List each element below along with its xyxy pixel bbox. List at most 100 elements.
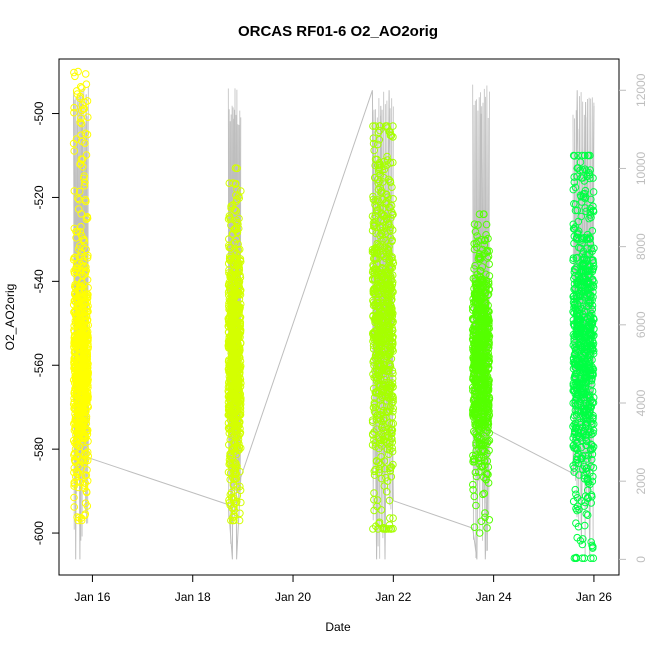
data-point [383, 156, 392, 164]
data-point [378, 393, 387, 402]
data-point [584, 267, 593, 275]
data-point [484, 405, 492, 414]
data-point [72, 453, 81, 461]
data-point [484, 363, 493, 372]
data-point [235, 194, 243, 202]
data-point [471, 228, 480, 236]
data-point [470, 298, 478, 307]
data-point [386, 380, 394, 388]
data-point [585, 400, 594, 409]
data-point [578, 272, 587, 281]
data-point [370, 373, 379, 382]
data-point [71, 445, 80, 453]
data-point [82, 263, 90, 271]
data-point [387, 201, 396, 210]
data-point [574, 271, 583, 280]
data-point [577, 212, 586, 221]
data-point [233, 373, 241, 382]
data-point [578, 540, 587, 549]
data-point [471, 261, 479, 270]
data-point [575, 290, 584, 298]
data-point [469, 486, 477, 494]
data-point [479, 445, 488, 454]
data-point [381, 289, 389, 298]
data-point [379, 282, 388, 291]
data-point [376, 323, 385, 331]
data-point [587, 195, 595, 204]
data-point [479, 210, 488, 218]
data-point [572, 455, 581, 464]
data-point [470, 360, 479, 369]
data-point [585, 360, 594, 368]
data-point [227, 279, 236, 287]
chart-title: ORCAS RF01-6 O2_AO2orig [238, 23, 438, 40]
y-tick-label: -540 [32, 269, 46, 293]
data-point [233, 410, 241, 418]
altitude-line [73, 90, 595, 560]
data-point [83, 363, 92, 372]
data-point [76, 252, 84, 261]
data-point [389, 369, 397, 378]
data-point [580, 151, 589, 160]
data-point [388, 429, 396, 438]
data-point [226, 256, 234, 265]
data-point [225, 367, 233, 376]
y-tick-label: -600 [32, 521, 46, 545]
data-point [388, 295, 396, 304]
data-point [580, 554, 589, 563]
data-point [78, 383, 87, 392]
data-point [475, 358, 484, 367]
data-point [228, 375, 237, 383]
data-point [385, 327, 394, 336]
data-point [84, 290, 92, 299]
data-point [233, 249, 241, 258]
data-point [585, 428, 593, 436]
data-point [225, 212, 234, 220]
data-point [376, 401, 385, 409]
data-point [576, 191, 585, 200]
data-point [387, 434, 396, 443]
data-point [70, 503, 78, 511]
data-point [387, 381, 396, 390]
data-point [236, 430, 244, 438]
data-point [580, 395, 589, 404]
data-point [470, 316, 478, 324]
data-point [587, 244, 596, 253]
data-point [475, 210, 484, 218]
data-point [369, 262, 378, 271]
x-axis: Jan 16 Jan 18 Jan 20 Jan 22 Jan 24 Jan 26 [74, 575, 612, 604]
data-point [70, 187, 79, 195]
data-point [369, 431, 377, 439]
data-point [386, 360, 394, 369]
data-point [469, 306, 477, 314]
data-point [383, 477, 392, 485]
data-point [231, 356, 240, 365]
y-axis-label: O2_AO2orig [3, 284, 17, 351]
data-point [233, 340, 242, 349]
data-point [226, 252, 234, 261]
data-point [585, 168, 593, 177]
data-point [571, 272, 579, 281]
data-point [571, 300, 579, 308]
data-point [235, 214, 243, 223]
data-point [82, 488, 91, 497]
data-point [227, 389, 236, 398]
data-point [570, 225, 579, 233]
data-point [384, 175, 393, 184]
data-point [584, 302, 593, 310]
data-point [470, 220, 479, 228]
data-point [71, 472, 80, 481]
data-point [83, 214, 92, 222]
data-point [385, 496, 394, 505]
data-point [225, 401, 234, 410]
data-point [230, 238, 239, 247]
data-point [383, 388, 391, 397]
data-point [75, 399, 83, 408]
data-point [386, 280, 394, 289]
data-point [388, 392, 397, 401]
data-point [371, 465, 380, 474]
data-point [582, 436, 591, 444]
data-point [571, 349, 580, 358]
data-point [379, 524, 388, 532]
data-point [229, 516, 237, 525]
